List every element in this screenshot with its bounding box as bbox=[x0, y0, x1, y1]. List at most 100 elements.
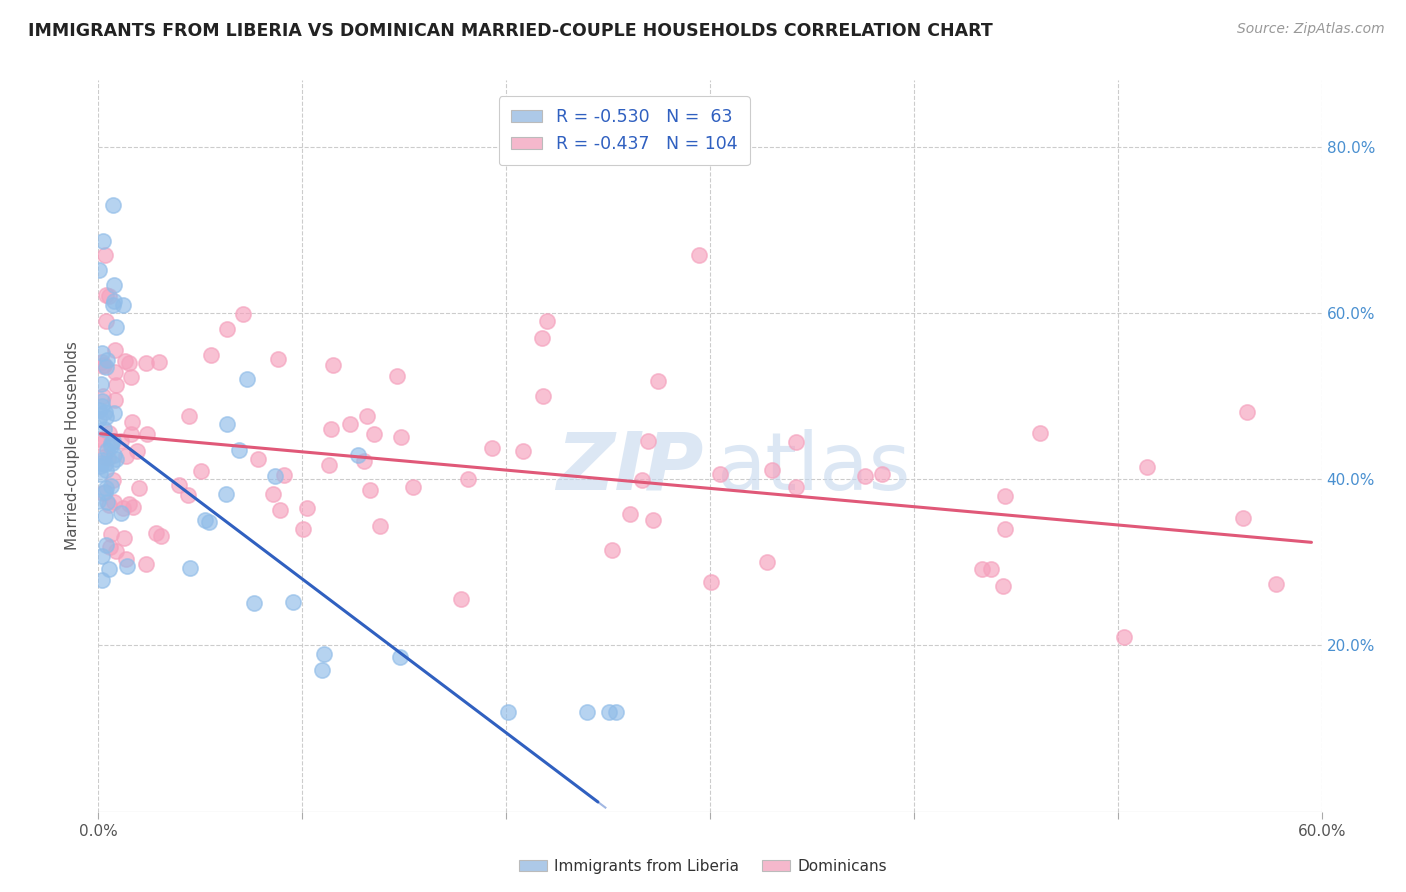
Point bbox=[1351, 281, 1374, 295]
Point bbox=[135, 356, 157, 370]
Point bbox=[118, 356, 141, 370]
Point bbox=[97, 562, 120, 576]
Point bbox=[120, 427, 142, 442]
Point bbox=[1232, 510, 1254, 524]
Point bbox=[96, 495, 118, 509]
Point bbox=[93, 248, 115, 262]
Point bbox=[631, 473, 654, 487]
Point bbox=[101, 473, 124, 487]
Point bbox=[1029, 426, 1052, 441]
Point bbox=[353, 454, 375, 468]
Point bbox=[112, 531, 135, 545]
Point bbox=[111, 501, 134, 516]
Point bbox=[110, 506, 132, 520]
Point bbox=[94, 481, 117, 495]
Point bbox=[114, 552, 136, 566]
Point bbox=[94, 485, 117, 500]
Point bbox=[89, 459, 111, 474]
Point bbox=[103, 448, 125, 462]
Point bbox=[761, 463, 783, 477]
Point bbox=[363, 427, 385, 442]
Point bbox=[297, 501, 319, 516]
Point bbox=[785, 435, 807, 450]
Point bbox=[785, 480, 807, 494]
Point bbox=[91, 436, 114, 450]
Point bbox=[104, 543, 127, 558]
Point bbox=[232, 307, 254, 321]
Point bbox=[90, 394, 112, 409]
Point bbox=[115, 558, 138, 573]
Point bbox=[641, 513, 664, 527]
Point bbox=[100, 456, 122, 470]
Point bbox=[262, 487, 284, 501]
Point bbox=[177, 488, 200, 502]
Point bbox=[148, 355, 170, 369]
Point bbox=[117, 497, 139, 511]
Point bbox=[104, 365, 127, 379]
Point bbox=[94, 409, 117, 424]
Point bbox=[388, 650, 411, 665]
Point bbox=[104, 451, 127, 466]
Point bbox=[512, 443, 534, 458]
Point bbox=[150, 529, 173, 543]
Point bbox=[389, 430, 412, 444]
Point bbox=[598, 705, 620, 719]
Legend: R = -0.530   N =  63, R = -0.437   N = 104: R = -0.530 N = 63, R = -0.437 N = 104 bbox=[499, 96, 749, 165]
Point bbox=[96, 353, 118, 368]
Point bbox=[87, 412, 110, 426]
Point bbox=[103, 495, 125, 509]
Point bbox=[114, 354, 136, 368]
Point bbox=[756, 555, 779, 569]
Point bbox=[94, 314, 117, 328]
Point bbox=[991, 579, 1014, 593]
Point bbox=[214, 487, 236, 501]
Point bbox=[273, 468, 295, 483]
Point bbox=[536, 314, 558, 328]
Text: atlas: atlas bbox=[716, 429, 911, 507]
Point bbox=[100, 435, 122, 450]
Point bbox=[311, 663, 333, 677]
Point bbox=[91, 400, 114, 414]
Point bbox=[121, 500, 143, 514]
Point bbox=[605, 705, 627, 719]
Point bbox=[688, 248, 710, 262]
Point bbox=[97, 450, 120, 465]
Point bbox=[94, 405, 117, 419]
Point bbox=[100, 439, 122, 453]
Point bbox=[104, 378, 127, 392]
Point bbox=[1136, 460, 1159, 475]
Point bbox=[89, 376, 111, 391]
Point bbox=[90, 549, 112, 563]
Point bbox=[128, 481, 150, 495]
Point bbox=[281, 595, 304, 609]
Point bbox=[269, 503, 291, 517]
Point bbox=[531, 331, 554, 345]
Point bbox=[91, 359, 114, 374]
Point bbox=[994, 489, 1017, 503]
Point bbox=[450, 592, 472, 607]
Y-axis label: Married-couple Households: Married-couple Households bbox=[65, 342, 80, 550]
Point bbox=[100, 527, 122, 541]
Text: IMMIGRANTS FROM LIBERIA VS DOMINICAN MARRIED-COUPLE HOUSEHOLDS CORRELATION CHART: IMMIGRANTS FROM LIBERIA VS DOMINICAN MAR… bbox=[28, 22, 993, 40]
Point bbox=[101, 198, 124, 212]
Point bbox=[200, 348, 222, 362]
Point bbox=[312, 647, 335, 661]
Point bbox=[356, 409, 378, 423]
Point bbox=[619, 508, 641, 522]
Point bbox=[110, 434, 132, 449]
Point bbox=[96, 538, 118, 552]
Point bbox=[87, 402, 110, 417]
Point bbox=[98, 540, 121, 554]
Point bbox=[104, 343, 127, 357]
Point bbox=[700, 575, 723, 590]
Point bbox=[94, 508, 117, 523]
Point bbox=[980, 562, 1002, 576]
Point bbox=[179, 409, 201, 423]
Point bbox=[90, 573, 112, 587]
Point bbox=[103, 405, 125, 419]
Point bbox=[97, 289, 120, 303]
Point bbox=[90, 354, 112, 368]
Point bbox=[98, 498, 121, 512]
Point bbox=[236, 372, 259, 386]
Point bbox=[93, 450, 115, 465]
